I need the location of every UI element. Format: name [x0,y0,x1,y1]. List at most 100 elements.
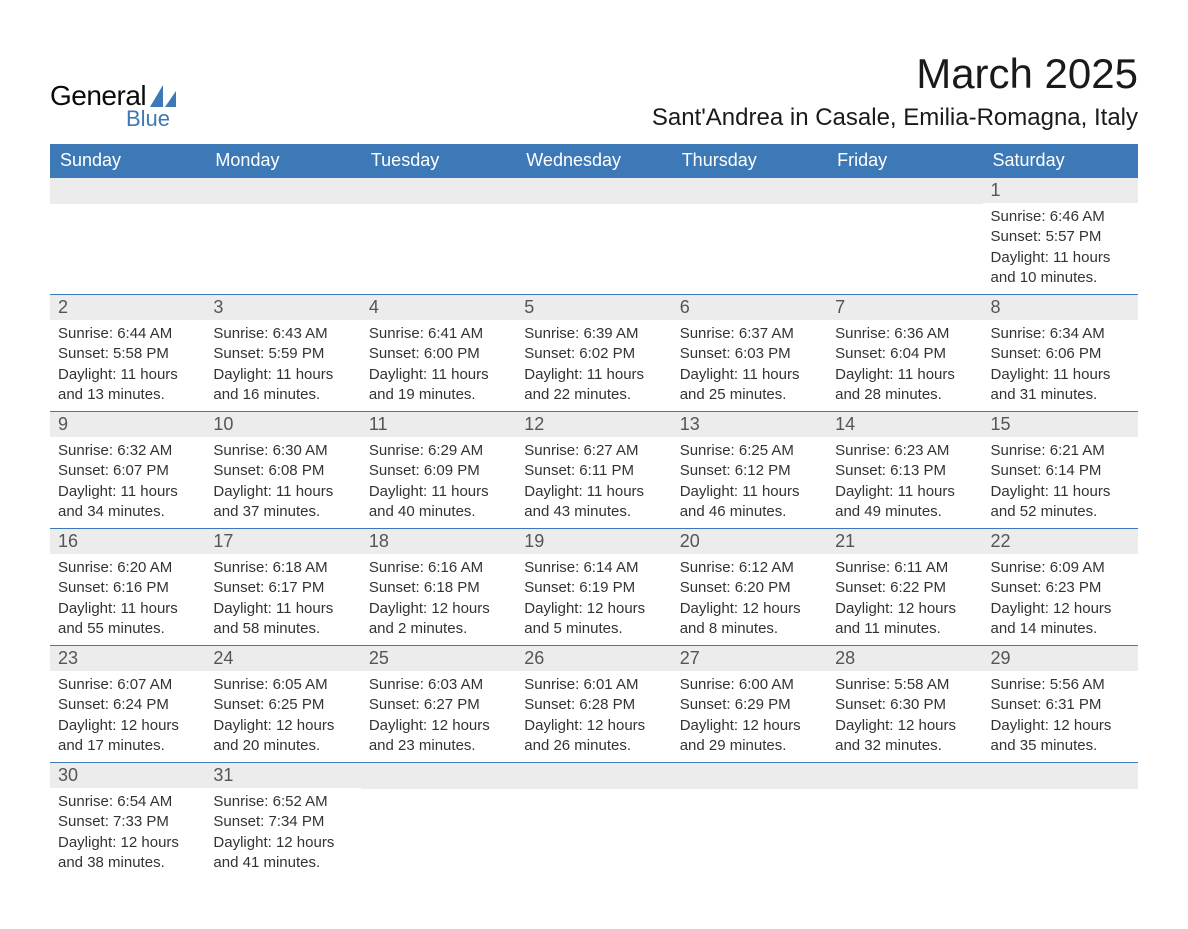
calendar-week: 1Sunrise: 6:46 AMSunset: 5:57 PMDaylight… [50,178,1138,295]
calendar-cell: 15Sunrise: 6:21 AMSunset: 6:14 PMDayligh… [983,412,1138,529]
daylight-line-1: Daylight: 11 hours [524,482,663,502]
calendar-cell: 31Sunrise: 6:52 AMSunset: 7:34 PMDayligh… [205,763,360,880]
sunset-line: Sunset: 6:17 PM [213,578,352,598]
daylight-line-2: and 17 minutes. [58,736,197,756]
calendar-cell: 28Sunrise: 5:58 AMSunset: 6:30 PMDayligh… [827,646,982,763]
day-header: Saturday [983,144,1138,178]
daylight-line-2: and 8 minutes. [680,619,819,639]
daylight-line-2: and 22 minutes. [524,385,663,405]
day-number: 17 [205,529,360,554]
daylight-line-2: and 23 minutes. [369,736,508,756]
daylight-line-2: and 16 minutes. [213,385,352,405]
day-header: Sunday [50,144,205,178]
day-number: 24 [205,646,360,671]
day-body: Sunrise: 6:44 AMSunset: 5:58 PMDaylight:… [50,320,205,411]
sunrise-line: Sunrise: 6:27 AM [524,441,663,461]
calendar-cell: 19Sunrise: 6:14 AMSunset: 6:19 PMDayligh… [516,529,671,646]
day-body: Sunrise: 6:30 AMSunset: 6:08 PMDaylight:… [205,437,360,528]
sunset-line: Sunset: 6:12 PM [680,461,819,481]
title-block: March 2025 Sant'Andrea in Casale, Emilia… [652,50,1138,132]
calendar-cell: 27Sunrise: 6:00 AMSunset: 6:29 PMDayligh… [672,646,827,763]
day-number: 18 [361,529,516,554]
daylight-line-2: and 41 minutes. [213,853,352,873]
day-number: 23 [50,646,205,671]
daylight-line-1: Daylight: 12 hours [991,599,1130,619]
day-number: 28 [827,646,982,671]
sunset-line: Sunset: 6:11 PM [524,461,663,481]
calendar-cell: 22Sunrise: 6:09 AMSunset: 6:23 PMDayligh… [983,529,1138,646]
sunset-line: Sunset: 7:34 PM [213,812,352,832]
empty-day [672,763,827,789]
calendar-cell: 8Sunrise: 6:34 AMSunset: 6:06 PMDaylight… [983,295,1138,412]
calendar-cell [516,178,671,295]
calendar-cell: 3Sunrise: 6:43 AMSunset: 5:59 PMDaylight… [205,295,360,412]
sunrise-line: Sunrise: 6:37 AM [680,324,819,344]
sunset-line: Sunset: 5:57 PM [991,227,1130,247]
calendar-week: 9Sunrise: 6:32 AMSunset: 6:07 PMDaylight… [50,412,1138,529]
sunset-line: Sunset: 7:33 PM [58,812,197,832]
sunset-line: Sunset: 6:06 PM [991,344,1130,364]
daylight-line-1: Daylight: 12 hours [524,599,663,619]
day-body: Sunrise: 6:46 AMSunset: 5:57 PMDaylight:… [983,203,1138,294]
day-body: Sunrise: 6:12 AMSunset: 6:20 PMDaylight:… [672,554,827,645]
daylight-line-2: and 43 minutes. [524,502,663,522]
sunset-line: Sunset: 6:08 PM [213,461,352,481]
calendar-cell: 18Sunrise: 6:16 AMSunset: 6:18 PMDayligh… [361,529,516,646]
day-body: Sunrise: 6:03 AMSunset: 6:27 PMDaylight:… [361,671,516,762]
calendar-cell: 30Sunrise: 6:54 AMSunset: 7:33 PMDayligh… [50,763,205,880]
day-number: 30 [50,763,205,788]
day-body: Sunrise: 6:37 AMSunset: 6:03 PMDaylight:… [672,320,827,411]
daylight-line-1: Daylight: 12 hours [835,716,974,736]
day-body: Sunrise: 5:58 AMSunset: 6:30 PMDaylight:… [827,671,982,762]
day-header: Friday [827,144,982,178]
calendar-cell: 23Sunrise: 6:07 AMSunset: 6:24 PMDayligh… [50,646,205,763]
daylight-line-1: Daylight: 11 hours [58,482,197,502]
sunset-line: Sunset: 6:25 PM [213,695,352,715]
calendar-body: 1Sunrise: 6:46 AMSunset: 5:57 PMDaylight… [50,178,1138,880]
sunrise-line: Sunrise: 6:29 AM [369,441,508,461]
sunrise-line: Sunrise: 5:58 AM [835,675,974,695]
sunrise-line: Sunrise: 6:00 AM [680,675,819,695]
sunset-line: Sunset: 6:13 PM [835,461,974,481]
daylight-line-1: Daylight: 12 hours [213,716,352,736]
sunrise-line: Sunrise: 6:01 AM [524,675,663,695]
sunset-line: Sunset: 6:27 PM [369,695,508,715]
day-body: Sunrise: 6:18 AMSunset: 6:17 PMDaylight:… [205,554,360,645]
empty-day [361,763,516,789]
calendar-week: 30Sunrise: 6:54 AMSunset: 7:33 PMDayligh… [50,763,1138,880]
daylight-line-2: and 38 minutes. [58,853,197,873]
daylight-line-1: Daylight: 11 hours [680,482,819,502]
daylight-line-2: and 26 minutes. [524,736,663,756]
day-body: Sunrise: 6:21 AMSunset: 6:14 PMDaylight:… [983,437,1138,528]
daylight-line-1: Daylight: 11 hours [680,365,819,385]
calendar-cell: 13Sunrise: 6:25 AMSunset: 6:12 PMDayligh… [672,412,827,529]
daylight-line-1: Daylight: 12 hours [680,716,819,736]
daylight-line-1: Daylight: 12 hours [524,716,663,736]
day-number: 9 [50,412,205,437]
day-body: Sunrise: 6:00 AMSunset: 6:29 PMDaylight:… [672,671,827,762]
sunrise-line: Sunrise: 6:11 AM [835,558,974,578]
day-number: 14 [827,412,982,437]
empty-day [827,763,982,789]
daylight-line-2: and 29 minutes. [680,736,819,756]
daylight-line-2: and 32 minutes. [835,736,974,756]
day-body: Sunrise: 6:14 AMSunset: 6:19 PMDaylight:… [516,554,671,645]
sunset-line: Sunset: 6:20 PM [680,578,819,598]
day-body: Sunrise: 6:52 AMSunset: 7:34 PMDaylight:… [205,788,360,879]
sunset-line: Sunset: 6:02 PM [524,344,663,364]
sunset-line: Sunset: 6:09 PM [369,461,508,481]
day-number: 5 [516,295,671,320]
day-number: 20 [672,529,827,554]
sunrise-line: Sunrise: 6:32 AM [58,441,197,461]
day-header: Thursday [672,144,827,178]
day-body: Sunrise: 6:41 AMSunset: 6:00 PMDaylight:… [361,320,516,411]
calendar-cell: 7Sunrise: 6:36 AMSunset: 6:04 PMDaylight… [827,295,982,412]
sunset-line: Sunset: 6:07 PM [58,461,197,481]
day-body: Sunrise: 6:05 AMSunset: 6:25 PMDaylight:… [205,671,360,762]
calendar-cell: 25Sunrise: 6:03 AMSunset: 6:27 PMDayligh… [361,646,516,763]
sunrise-line: Sunrise: 6:12 AM [680,558,819,578]
day-number: 2 [50,295,205,320]
sunrise-line: Sunrise: 6:18 AM [213,558,352,578]
calendar-cell: 2Sunrise: 6:44 AMSunset: 5:58 PMDaylight… [50,295,205,412]
sunrise-line: Sunrise: 6:09 AM [991,558,1130,578]
